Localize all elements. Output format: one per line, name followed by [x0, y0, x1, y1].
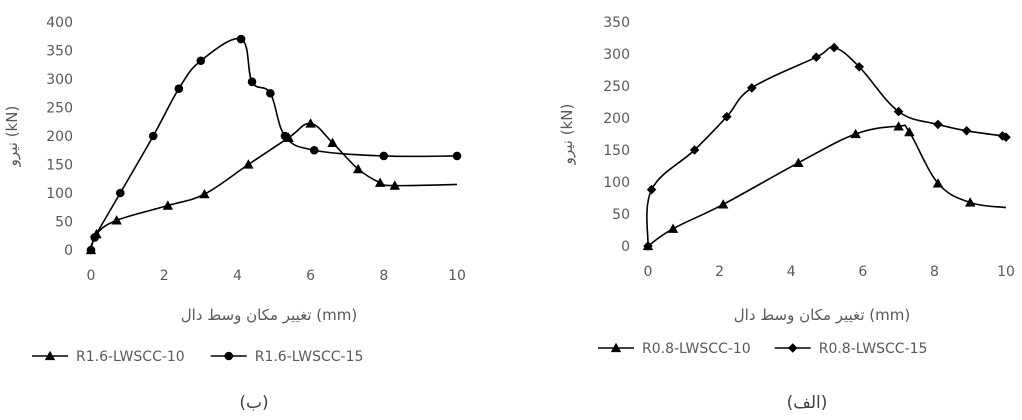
legend-marker	[224, 351, 234, 361]
data-point	[243, 159, 254, 169]
data-point	[90, 233, 99, 242]
data-point	[111, 215, 122, 225]
series-R1.6-LWSCC-10	[85, 118, 458, 255]
data-point	[309, 145, 319, 155]
y-tick-label: 350	[46, 44, 73, 60]
y-tick-label: 200	[46, 129, 73, 145]
legend-marker	[610, 342, 622, 353]
data-point	[904, 126, 915, 137]
data-point	[850, 128, 861, 139]
legend-entry: R1.6-LWSCC-15	[210, 349, 364, 365]
x-tick-label: 10	[997, 264, 1015, 280]
data-point	[717, 199, 729, 209]
data-point	[374, 177, 386, 187]
y-tick-label: 400	[46, 15, 73, 31]
data-point	[389, 180, 400, 190]
y-tick-label: 250	[603, 79, 630, 95]
data-point	[667, 223, 679, 233]
data-point	[280, 131, 290, 141]
data-point	[452, 151, 462, 161]
y-tick-label: 300	[46, 72, 73, 88]
data-point	[162, 200, 174, 210]
legend-label: R0.8-LWSCC-10	[642, 341, 751, 357]
x-tick-label: 2	[160, 268, 169, 284]
data-point	[829, 42, 839, 53]
figure-caption: (ب)	[239, 393, 268, 413]
x-tick-label: 2	[715, 264, 724, 280]
y-tick-label: 0	[64, 243, 73, 259]
series-R0.8-LWSCC-10	[642, 121, 1007, 251]
data-point	[961, 126, 972, 136]
y-tick-label: 100	[603, 175, 630, 191]
figure-caption: (الف)	[787, 393, 828, 413]
data-point	[721, 111, 732, 122]
y-tick-label: 300	[603, 47, 630, 63]
data-point	[932, 178, 944, 188]
x-axis-label: تغییر مکان وسط دال (mm)	[734, 306, 910, 324]
y-axis-label: نیرو (kN)	[3, 106, 21, 168]
data-point	[115, 188, 125, 198]
legend-label: R1.6-LWSCC-10	[76, 349, 185, 365]
x-tick-label: 4	[233, 268, 242, 284]
series-line	[90, 37, 458, 251]
y-tick-label: 50	[55, 215, 73, 231]
data-point	[933, 119, 943, 130]
data-point	[793, 157, 804, 167]
chart-alef: 0 50 100 150 200 250 300 350 0 2 4 6 8 10 تغییر مکان و…	[558, 15, 1015, 413]
data-point	[747, 83, 757, 93]
data-point	[148, 131, 158, 141]
series-R1.6-LWSCC-15	[86, 34, 462, 255]
legend-marker	[787, 343, 798, 353]
y-tick-label: 250	[46, 101, 73, 117]
data-point	[86, 245, 96, 255]
data-point	[327, 137, 338, 147]
x-axis-label: تغییر مکان وسط دال (mm)	[181, 306, 357, 324]
y-tick-label: 150	[603, 143, 630, 159]
data-point	[236, 34, 246, 44]
data-point	[643, 241, 653, 251]
data-point	[1001, 132, 1011, 142]
data-point	[174, 84, 184, 93]
data-point	[352, 163, 364, 174]
y-axis-label: نیرو (kN)	[558, 104, 576, 166]
data-point	[266, 88, 275, 98]
x-tick-label: 8	[930, 264, 939, 280]
y-tick-label: 350	[603, 15, 630, 31]
legend-entry: R0.8-LWSCC-15	[774, 341, 928, 357]
data-point	[811, 52, 822, 62]
legend-marker	[44, 350, 56, 361]
x-tick-label: 0	[87, 268, 96, 284]
series-line	[647, 124, 1007, 247]
legend-label: R0.8-LWSCC-15	[819, 341, 928, 357]
y-tick-label: 50	[612, 207, 630, 223]
data-point	[646, 184, 657, 195]
data-point	[379, 151, 389, 161]
data-point	[965, 197, 976, 207]
y-tick-label: 0	[621, 239, 630, 255]
y-tick-label: 150	[46, 158, 73, 174]
data-point	[199, 188, 210, 199]
x-tick-label: 0	[644, 264, 653, 280]
legend-entry: R1.6-LWSCC-10	[32, 349, 185, 365]
series-line	[90, 122, 458, 251]
legend-entry: R0.8-LWSCC-10	[598, 341, 751, 357]
series-R0.8-LWSCC-15	[643, 42, 1011, 251]
x-tick-label: 8	[379, 268, 388, 284]
x-tick-label: 4	[787, 264, 796, 280]
data-point	[854, 62, 865, 72]
data-point	[893, 121, 904, 131]
chart-b: 0 50 100 150 200 250 300 350 400 0 2 4 6 8 10 تغییر مکا…	[3, 15, 466, 413]
x-tick-label: 10	[448, 268, 466, 284]
data-point	[893, 106, 904, 117]
data-point	[689, 145, 700, 155]
data-point	[305, 118, 316, 128]
y-tick-label: 200	[603, 111, 630, 127]
x-tick-label: 6	[306, 268, 315, 284]
data-point	[196, 56, 206, 66]
data-point	[247, 77, 257, 87]
legend-label: R1.6-LWSCC-15	[255, 349, 364, 365]
y-tick-label: 100	[46, 186, 73, 202]
x-tick-label: 6	[858, 264, 867, 280]
